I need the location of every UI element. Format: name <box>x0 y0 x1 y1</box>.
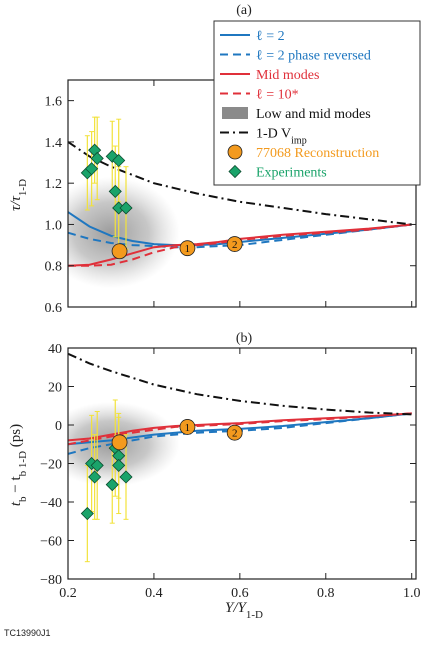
panel-b-xtick-label-0: 0.2 <box>59 586 77 601</box>
legend-label-mid: Mid modes <box>256 68 319 83</box>
panel-a-label: (a) <box>236 3 252 18</box>
panel-b-ylabel-t1: t <box>8 501 24 506</box>
panel-b-xlabel-sub: 1-D <box>246 609 263 621</box>
figure-id-footer: TC13990J1 <box>4 628 51 638</box>
panel-a-exp-point-3 <box>90 151 104 165</box>
panel-b-label: (b) <box>236 331 253 346</box>
legend-label-recon: 77068 Reconstruction <box>256 146 379 161</box>
panel-b-ytick-label-4: 0 <box>55 419 62 434</box>
panel-a-recon-point-1 <box>179 240 196 257</box>
panel-b-ytick-label-6: 40 <box>48 342 62 357</box>
panel-b-ylabel: tb − tb 1-D (ps) <box>8 424 29 506</box>
legend-label-l2r: ℓ = 2 phase reversed <box>256 49 371 64</box>
panel-b-recon-label-1: 1 <box>185 422 191 434</box>
panel-b-xlabel: Y/Y1-D <box>225 600 263 621</box>
panel-b-recon-point-2 <box>226 424 243 441</box>
legend-symbol-recon <box>227 144 243 160</box>
panel-a-recon-label-1: 1 <box>185 243 191 255</box>
panel-a-exp-point-1 <box>85 162 99 176</box>
panel-b-xlabel-main: Y/Y <box>225 600 248 616</box>
panel-b-ytick-label-5: 20 <box>48 381 62 396</box>
panel-b-xtick-label-4: 1.0 <box>403 586 421 601</box>
panel-b-exp-point-0 <box>80 506 94 521</box>
panel-b-ylabel-mid: − t <box>8 475 24 496</box>
legend-label-l2: ℓ = 2 <box>256 29 285 44</box>
panel-a-exp-point-6 <box>112 153 126 168</box>
legend-symbol-exp <box>228 164 242 179</box>
panel-a-ytick-label-5: 1.6 <box>45 95 63 110</box>
panel-a-ytick-label-0: 0.6 <box>45 301 63 316</box>
panel-a-low-mid-modes-cloud <box>68 177 180 289</box>
panel-b-ylabel-sub1: b <box>17 496 29 502</box>
panel-a-recon-point-2 <box>226 236 243 252</box>
panel-b-ytick-label-2: −40 <box>40 496 62 511</box>
panel-b-exp-point-2 <box>88 470 102 484</box>
panel-a-ylabel-main: τ/τ <box>8 195 24 211</box>
panel-a-ytick-label-2: 1.0 <box>45 218 63 233</box>
panel-b-ytick-label-3: −20 <box>40 458 62 473</box>
panel-a-ylabel: τ/τ1-D <box>8 179 29 211</box>
legend-box <box>213 20 421 186</box>
panel-a-ytick-label-3: 1.2 <box>45 177 63 192</box>
panel-b-series-l2r <box>68 412 412 455</box>
panel-b-ylabel-unit: (ps) <box>8 424 24 451</box>
panel-a-series-vimp <box>68 141 412 226</box>
legend-label-exp: Experiments <box>256 166 327 181</box>
panel-b-exp-point-4 <box>105 478 119 492</box>
panel-a-exp-point-5 <box>108 184 122 199</box>
panel-a-series-l10 <box>68 223 412 267</box>
panel-a-recon-point-0 <box>111 243 128 260</box>
panel-a-ylabel-sub: 1-D <box>17 179 29 196</box>
panel-a-recon-label-2: 2 <box>232 239 238 251</box>
legend-label-low: Low and mid modes <box>256 107 371 122</box>
panel-a-series-l2r <box>68 223 412 249</box>
panel-b-xtick-label-3: 0.8 <box>317 586 335 601</box>
legend-symbol-low <box>222 107 248 119</box>
panel-b-recon-point-1 <box>179 419 196 435</box>
panel-a-ytick-label-4: 1.4 <box>45 136 63 151</box>
legend-label-vimp: 1-D Vimp <box>256 127 307 147</box>
panel-b-series-vimp <box>68 352 412 416</box>
panel-b-exp-point-8 <box>119 470 133 484</box>
panel-a: 1 20.60.81.01.21.41.6 <box>45 79 417 316</box>
legend: ℓ = 2 ℓ = 2 phase reversed Mid modes ℓ = 10… <box>213 20 421 186</box>
panel-b-series-l10 <box>68 412 412 446</box>
panel-a-exp-point-4 <box>105 149 119 163</box>
panel-b-ylabel-sub2: b 1-D <box>17 451 29 476</box>
legend-label-l10: ℓ = 10* <box>256 88 299 103</box>
panel-b-ytick-label-1: −60 <box>40 535 62 550</box>
panel-b-exp-point-7 <box>112 458 126 472</box>
panel-b-recon-label-2: 2 <box>232 428 238 440</box>
panel-b-xtick-label-2: 0.6 <box>231 586 249 601</box>
panel-b-recon-point-0 <box>111 434 128 451</box>
panel-b-xtick-label-1: 0.4 <box>145 586 163 601</box>
panel-a-exp-point-8 <box>119 201 133 215</box>
panel-b-exp-point-3 <box>90 458 104 472</box>
panel-a-ytick-label-1: 0.8 <box>45 260 63 275</box>
panel-b-ytick-label-0: −80 <box>40 573 62 588</box>
